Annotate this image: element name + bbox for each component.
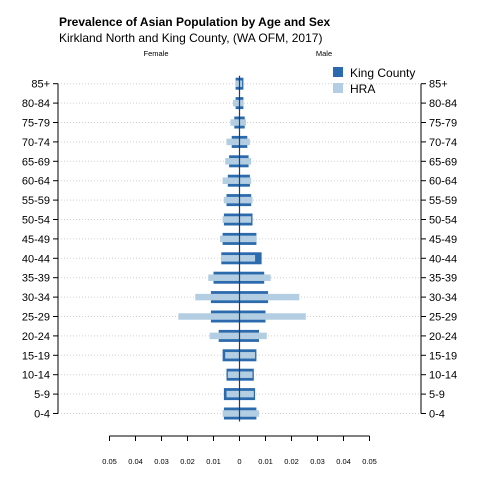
x-tick-label: 0.04 (336, 457, 351, 466)
left-tick-label: 35-39 (22, 273, 50, 285)
bars (178, 75, 306, 422)
right-tick-label: 65-69 (429, 156, 457, 168)
bar-male-hra (239, 371, 253, 378)
left-axis: 0-4 5-9 10-14 15-19 20-24 25-29 30-34 35-39 40-4… (22, 79, 59, 421)
bar-female-hra (222, 410, 240, 417)
bar-male-hra (239, 332, 267, 340)
bar-female-hra (223, 196, 240, 204)
bar-male-hra (239, 410, 259, 417)
bar-female-hra (222, 177, 240, 184)
chart-subtitle: Kirkland North and King County, (WA OFM,… (59, 31, 322, 45)
bar-male-hra (239, 390, 254, 398)
x-tick-label: 0.04 (128, 457, 143, 466)
left-tick-label: 70-74 (22, 137, 50, 149)
left-tick-label: 60-64 (22, 176, 50, 188)
legend-swatch-hra (333, 83, 343, 93)
bar-male-hra (239, 158, 252, 165)
bar-female-hra (222, 216, 240, 223)
bar-female-hra (230, 119, 240, 126)
left-tick-label: 10-14 (22, 370, 50, 382)
left-tick-label: 45-49 (22, 234, 50, 246)
right-tick-label: 0-4 (429, 409, 445, 421)
left-tick-label: 30-34 (22, 292, 50, 304)
x-tick-label: 0.01 (206, 457, 221, 466)
legend-label-king-county: King County (350, 66, 415, 80)
right-axis: 0-4 5-9 10-14 15-19 20-24 25-29 30-34 35-39 40-4… (420, 79, 457, 421)
bar-male-hra (239, 255, 256, 262)
left-tick-label: 5-9 (34, 389, 50, 401)
female-label: Female (143, 49, 168, 58)
bar-male-hra (239, 119, 246, 126)
x-tick-label: 0.05 (102, 457, 117, 466)
bar-male-hra (239, 352, 256, 359)
left-tick-label: 85+ (31, 79, 50, 91)
x-tick-label: 0 (237, 457, 241, 466)
right-tick-label: 30-34 (429, 292, 457, 304)
right-tick-label: 80-84 (429, 98, 457, 110)
left-tick-label: 55-59 (22, 195, 50, 207)
bar-male-hra (239, 80, 243, 87)
x-tick-label: 0.03 (154, 457, 169, 466)
right-tick-label: 20-24 (429, 331, 457, 343)
bar-male-hra (239, 293, 300, 301)
bar-female-hra (195, 293, 240, 301)
right-tick-label: 10-14 (429, 370, 457, 382)
bar-female-hra (178, 313, 240, 320)
right-tick-label: 85+ (429, 79, 448, 91)
left-tick-label: 0-4 (34, 409, 50, 421)
x-axis: 0.05 0.04 0.03 0.02 0.01 0 0.01 0.02 0.03 0.04 0.0… (102, 435, 377, 466)
legend: King County HRA (333, 66, 415, 96)
x-tick-label: 0.02 (180, 457, 195, 466)
left-tick-label: 80-84 (22, 98, 50, 110)
right-tick-label: 75-79 (429, 118, 457, 130)
bar-male-hra (239, 274, 271, 281)
x-tick-label: 0.03 (310, 457, 325, 466)
right-tick-label: 55-59 (429, 195, 457, 207)
right-tick-label: 45-49 (429, 234, 457, 246)
chart-title: Prevalence of Asian Population by Age an… (59, 15, 331, 29)
male-label: Male (316, 49, 332, 58)
right-tick-label: 50-54 (429, 215, 457, 227)
bar-male-hra (239, 235, 257, 243)
bar-female-hra (221, 255, 240, 262)
legend-swatch-king-county (333, 67, 343, 77)
bar-male-hra (239, 313, 306, 320)
left-tick-label: 15-19 (22, 350, 50, 362)
right-tick-label: 25-29 (429, 312, 457, 324)
bar-female-hra (225, 158, 240, 165)
right-tick-label: 70-74 (429, 137, 457, 149)
bar-male-hra (239, 216, 252, 223)
left-tick-label: 25-29 (22, 312, 50, 324)
bar-female-hra (226, 138, 240, 146)
bar-female-hra (208, 274, 240, 281)
right-tick-label: 5-9 (429, 389, 445, 401)
bar-female-hra (209, 332, 240, 340)
right-tick-label: 35-39 (429, 273, 457, 285)
right-tick-label: 40-44 (429, 253, 457, 265)
bar-male-hra (239, 99, 244, 107)
legend-label-hra: HRA (350, 82, 375, 96)
bar-female-hra (220, 235, 240, 243)
right-tick-label: 15-19 (429, 350, 457, 362)
x-tick-label: 0.05 (362, 457, 377, 466)
bar-female-hra (227, 371, 240, 378)
gridlines (58, 83, 421, 414)
bar-female-hra (225, 352, 240, 359)
bar-male-hra (239, 138, 250, 146)
left-tick-label: 65-69 (22, 156, 50, 168)
bar-male-hra (239, 196, 253, 204)
left-tick-label: 50-54 (22, 215, 50, 227)
bar-male-hra (239, 177, 252, 184)
x-tick-label: 0.01 (258, 457, 273, 466)
bar-female-hra (233, 99, 240, 107)
bar-female-hra (226, 390, 240, 398)
left-tick-label: 40-44 (22, 253, 50, 265)
x-tick-label: 0.02 (284, 457, 299, 466)
left-tick-label: 20-24 (22, 331, 50, 343)
left-tick-label: 75-79 (22, 118, 50, 130)
right-tick-label: 60-64 (429, 176, 457, 188)
bar-female-hra (235, 80, 240, 87)
